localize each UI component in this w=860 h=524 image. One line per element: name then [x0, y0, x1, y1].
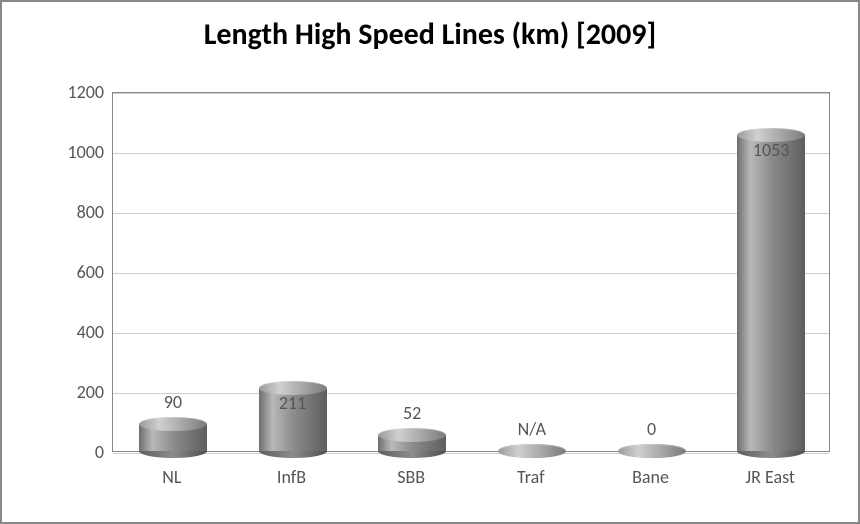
x-tick-label: Bane: [632, 466, 669, 488]
x-tick-label: NL: [162, 466, 181, 488]
plot-area: 90 211 52 N/A 0 1053: [112, 92, 830, 452]
bar-top-ellipse: [378, 428, 446, 442]
y-tick-label: 1200: [44, 81, 104, 103]
bar-value-label: N/A: [518, 418, 546, 440]
bar-top-ellipse: [139, 417, 207, 431]
x-tick-label: Traf: [517, 466, 545, 488]
y-tick-label: 400: [44, 321, 104, 343]
gridline: [113, 453, 829, 454]
chart-title: Length High Speed Lines (km) [2009]: [2, 16, 858, 53]
y-tick-label: 600: [44, 261, 104, 283]
y-tick-label: 1000: [44, 141, 104, 163]
chart-frame: Length High Speed Lines (km) [2009] 90 21…: [0, 0, 860, 524]
y-tick-label: 800: [44, 201, 104, 223]
y-tick-label: 200: [44, 381, 104, 403]
bar: [378, 435, 446, 451]
gridline: [113, 333, 829, 334]
bar-body: [737, 135, 805, 451]
bar-value-label: 211: [279, 392, 306, 414]
gridline: [113, 273, 829, 274]
bar: [737, 135, 805, 451]
bar-value-label: 52: [403, 402, 421, 424]
x-tick-label: SBB: [397, 466, 425, 488]
x-tick-label: JR East: [745, 466, 795, 488]
gridline: [113, 393, 829, 394]
bar: [139, 424, 207, 451]
x-tick-label: InfB: [277, 466, 306, 488]
bar-top-ellipse: [498, 444, 566, 458]
gridline: [113, 93, 829, 94]
gridline: [113, 153, 829, 154]
bar-value-label: 90: [164, 391, 182, 413]
bar-value-label: 0: [647, 418, 656, 440]
gridline: [113, 213, 829, 214]
bar-top-ellipse: [618, 444, 686, 458]
bar-value-label: 1053: [753, 139, 790, 161]
y-tick-label: 0: [44, 441, 104, 463]
